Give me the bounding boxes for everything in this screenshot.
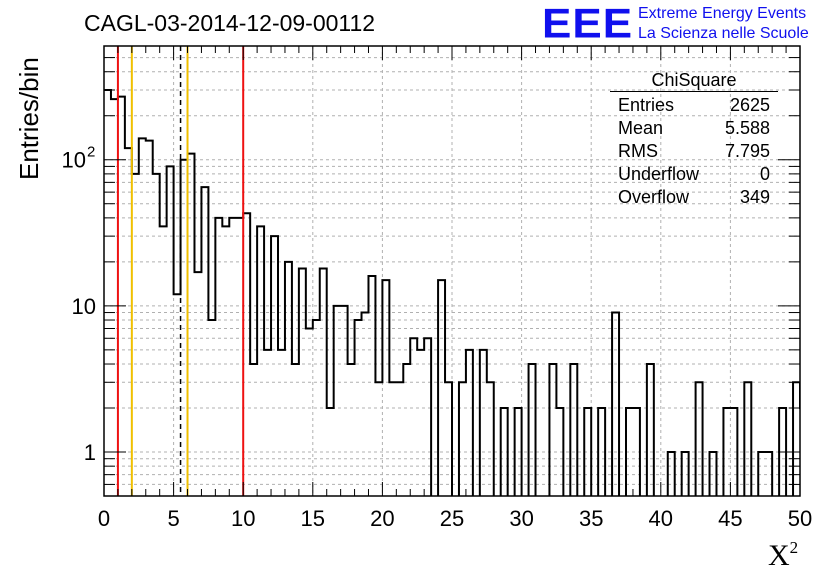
stats-label: Entries xyxy=(618,95,675,115)
histogram-outline xyxy=(104,88,800,496)
x-tick-label: 0 xyxy=(98,506,110,531)
stats-label: Overflow xyxy=(618,187,690,207)
stats-label: Mean xyxy=(618,118,664,138)
stats-title: ChiSquare xyxy=(610,70,778,92)
y-tick-exponent: 2 xyxy=(87,144,95,161)
logo-line2: La Scienza nelle Scuole xyxy=(638,25,809,42)
y-axis-label: Entries/bin xyxy=(14,57,44,180)
y-tick-label: 1 xyxy=(84,440,96,465)
chart-title: CAGL-03-2014-12-09-00112 xyxy=(84,10,376,36)
stats-row-underflow: Underflow 0 xyxy=(610,163,778,186)
x-tick-label: 35 xyxy=(579,506,603,531)
eee-logo: EEE Extreme Energy Events La Scienza nel… xyxy=(542,0,809,47)
stats-row-mean: Mean 5.588 xyxy=(610,117,778,140)
x-axis-superscript: 2 xyxy=(789,538,799,557)
logo-caption: Extreme Energy Events La Scienza nelle S… xyxy=(638,4,809,44)
logo-letters: EEE xyxy=(542,0,634,47)
stats-row-overflow: Overflow 349 xyxy=(610,186,778,209)
y-tick-label: 10 xyxy=(62,148,86,173)
x-tick-label: 15 xyxy=(301,506,325,531)
x-tick-label: 50 xyxy=(788,506,812,531)
x-tick-label: 30 xyxy=(509,506,533,531)
x-tick-label: 25 xyxy=(440,506,464,531)
stats-row-rms: RMS 7.795 xyxy=(610,140,778,163)
y-tick-label: 10 xyxy=(72,294,96,319)
x-tick-label: 40 xyxy=(649,506,673,531)
x-tick-label: 20 xyxy=(370,506,394,531)
histogram-bars xyxy=(104,88,800,496)
stats-value: 7.795 xyxy=(724,141,770,161)
stats-row-entries: Entries 2625 xyxy=(610,94,778,117)
x-tick-label: 45 xyxy=(718,506,742,531)
stats-box: ChiSquare Entries 2625 Mean 5.588 RMS 7.795… xyxy=(610,70,778,209)
x-axis-symbol: X xyxy=(768,539,790,572)
stats-value: 5.588 xyxy=(724,118,770,138)
stats-label: RMS xyxy=(618,141,658,161)
logo-line1: Extreme Energy Events xyxy=(638,5,807,22)
x-axis-label: X2 xyxy=(768,538,798,573)
axis-ticks xyxy=(103,45,801,497)
x-tick-label: 10 xyxy=(231,506,255,531)
stats-value: 0 xyxy=(759,164,770,184)
threshold-lines xyxy=(116,46,245,496)
stats-value: 349 xyxy=(739,187,770,207)
stats-label: Underflow xyxy=(618,164,700,184)
x-tick-label: 5 xyxy=(167,506,179,531)
stats-value: 2625 xyxy=(729,95,770,115)
